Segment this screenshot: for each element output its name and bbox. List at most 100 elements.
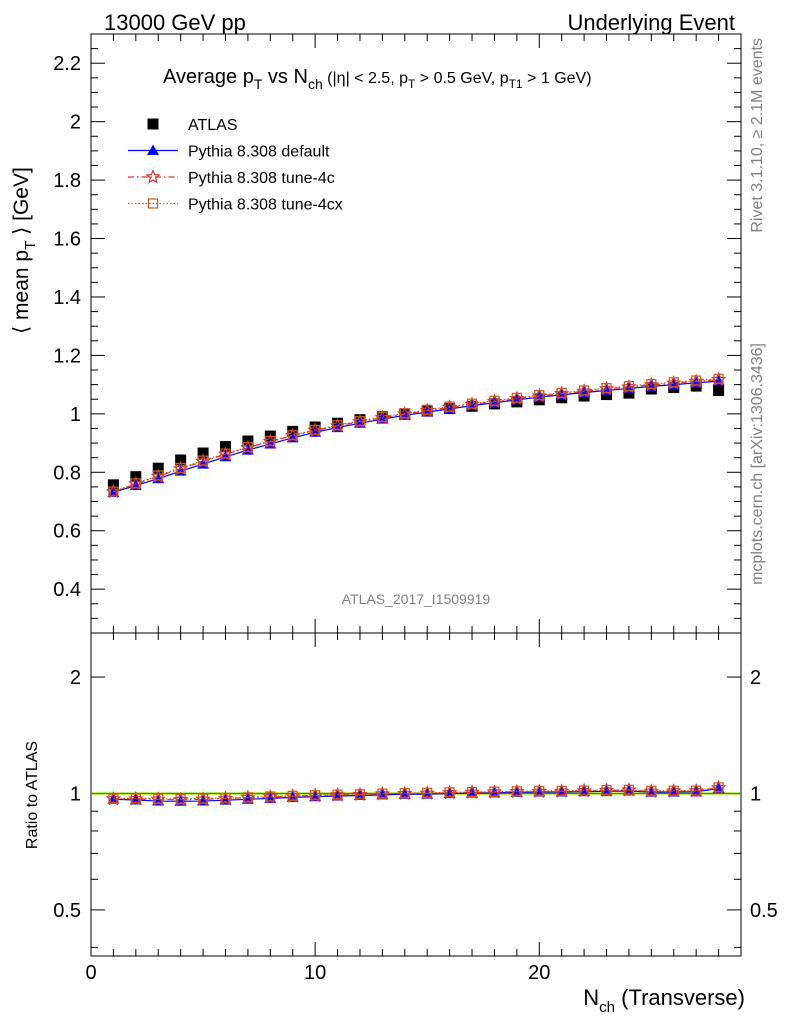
ratio-point-pythia-8-308-tune-4cx	[265, 791, 276, 802]
data-point-atlas	[713, 384, 725, 396]
y-tick-label: 0.6	[53, 521, 81, 543]
y-tick-label: 1.6	[53, 229, 81, 251]
ratio-point-pythia-8-308-tune-4cx	[646, 785, 657, 796]
ratio-point-pythia-8-308-tune-4cx	[556, 785, 567, 796]
data-point-atlas	[175, 454, 187, 466]
data-point-pythia-8-308-tune-4cx	[153, 470, 164, 481]
ratio-point-pythia-8-308-tune-4cx	[489, 786, 500, 797]
legend: ATLAS Pythia 8.308 default Pythia 8.308 tu…	[128, 117, 343, 214]
x-axis-label: Nch (Transverse)	[583, 985, 745, 1016]
legend-item-pythia-8-308-tune-4c: Pythia 8.308 tune-4c	[128, 168, 335, 187]
ratio-y-tick-label: 0.5	[53, 900, 81, 922]
ratio-point-pythia-8-308-tune-4cx	[511, 786, 522, 797]
legend-item-pythia-8-308-default: Pythia 8.308 default	[128, 144, 330, 161]
data-point-pythia-8-308-tune-4cx	[691, 375, 702, 386]
main-plot-title: Average pT vs Nch (|η| < 2.5, pT > 0.5 G…	[163, 66, 592, 92]
series-atlas	[107, 380, 725, 491]
header-left-label: 13000 GeV pp	[104, 10, 246, 35]
y-tick-label: 1.8	[53, 170, 81, 192]
data-point-atlas	[152, 462, 164, 474]
data-point-pythia-8-308-tune-4cx	[332, 420, 343, 431]
legend-label: ATLAS	[188, 117, 238, 134]
ratio-point-pythia-8-308-tune-4cx	[713, 782, 724, 793]
y-tick-label: 1.4	[53, 287, 81, 309]
ratio-y-tick-label: 2	[70, 667, 81, 689]
ratio-plot-frame	[90, 632, 742, 957]
data-point-pythia-8-308-tune-4cx	[354, 416, 366, 427]
main-y-axis-label: ⟨ mean pT ⟩ [GeV]	[10, 167, 39, 334]
data-point-pythia-8-308-tune-4cx	[579, 385, 590, 396]
legend-item-atlas: ATLAS	[147, 117, 238, 134]
data-point-pythia-8-308-tune-4cx	[489, 395, 500, 406]
ratio-point-pythia-8-308-tune-4cx	[377, 788, 388, 799]
ratio-series-pythia-8-308-tune-4cx	[108, 782, 724, 805]
ratio-y-tick-label: 1	[70, 783, 81, 805]
legend-item-pythia-8-308-tune-4cx: Pythia 8.308 tune-4cx	[128, 197, 343, 214]
x-tick-label: 10	[304, 962, 326, 984]
ratio-y-tick-label-right: 0.5	[750, 900, 778, 922]
data-point-pythia-8-308-tune-4cx	[130, 478, 141, 489]
data-point-pythia-8-308-tune-4cx	[220, 448, 231, 459]
ratio-point-pythia-8-308-tune-4cx	[466, 786, 478, 798]
ratio-point-pythia-8-308-tune-4cx	[444, 787, 455, 798]
ratio-point-pythia-8-308-tune-4cx	[579, 785, 590, 796]
y-tick-label: 2.2	[53, 53, 81, 75]
data-point-pythia-8-308-tune-4cx	[713, 373, 724, 384]
ratio-point-pythia-8-308-tune-4cx	[534, 785, 545, 797]
y-tick-label: 1.2	[53, 345, 81, 367]
ratio-point-pythia-8-308-tune-4cx	[399, 788, 410, 799]
ratio-point-pythia-8-308-tune-4cx	[197, 793, 209, 804]
data-point-atlas	[623, 387, 635, 399]
y-tick-label: 1	[70, 404, 81, 426]
analysis-label: ATLAS_2017_I1509919	[342, 591, 491, 607]
ratio-panel: 0 10 20 0.5 0.5 1 1 2 2	[53, 632, 778, 984]
legend-marker	[147, 144, 159, 155]
rivet-version-text: Rivet 3.1.10, ≥ 2.1M events	[749, 38, 766, 233]
data-point-pythia-8-308-tune-4cx	[466, 398, 478, 409]
series-line-pythia-8-308-default	[113, 380, 719, 494]
ratio-point-pythia-8-308-tune-4cx	[130, 793, 141, 804]
y-tick-label: 2	[70, 112, 81, 134]
data-point-pythia-8-308-tune-4cx	[534, 390, 545, 401]
legend-marker	[147, 198, 159, 209]
ratio-y-axis-label: Ratio to ATLAS	[24, 741, 41, 849]
data-point-pythia-8-308-tune-4cx	[175, 462, 186, 474]
data-point-pythia-8-308-tune-4cx	[646, 378, 657, 390]
data-point-pythia-8-308-tune-4cx	[444, 401, 455, 412]
ratio-point-pythia-8-308-tune-4cx	[354, 789, 366, 800]
y-tick-label: 0.8	[53, 462, 81, 484]
y-tick-label: 0.4	[53, 579, 81, 601]
data-point-pythia-8-308-tune-4cx	[242, 442, 253, 453]
main-panel: 0.4 0.6 0.8 1 1.2 1.4 1.6 1.8 2 2.2	[53, 33, 742, 634]
legend-label: Pythia 8.308 default	[188, 144, 330, 161]
data-point-pythia-8-308-tune-4cx	[601, 383, 612, 394]
ratio-point-pythia-8-308-tune-4cx	[310, 790, 321, 801]
data-point-pythia-8-308-tune-4cx	[511, 392, 522, 403]
data-point-pythia-8-308-tune-4cx	[197, 455, 209, 466]
header-right-label: Underlying Event	[567, 10, 735, 35]
x-tick-label: 20	[528, 962, 550, 984]
series-line-pythia-8-308-tune-4c	[113, 379, 719, 493]
title-average-p: Average p	[163, 66, 254, 88]
svg-text:⟨ mean pT ⟩ [GeV]: ⟨ mean pT ⟩ [GeV]	[10, 167, 39, 334]
data-point-atlas	[197, 447, 209, 459]
legend-label: Pythia 8.308 tune-4cx	[188, 197, 343, 214]
ratio-point-pythia-8-308-tune-4cx	[601, 784, 612, 796]
legend-marker	[145, 168, 161, 184]
ratio-point-pythia-8-308-tune-4cx	[242, 792, 253, 803]
ratio-point-pythia-8-308-tune-4cx	[153, 793, 164, 804]
ratio-point-pythia-8-308-tune-4cx	[287, 790, 298, 801]
ratio-point-pythia-8-308-tune-4cx	[220, 792, 231, 804]
ratio-point-pythia-8-308-tune-4cx	[422, 787, 433, 798]
data-point-pythia-8-308-tune-4cx	[556, 387, 567, 398]
data-point-pythia-8-308-tune-4cx	[422, 404, 433, 415]
ratio-point-pythia-8-308-tune-4cx	[668, 785, 679, 796]
ratio-y-tick-label-right: 1	[750, 783, 761, 805]
data-point-pythia-8-308-tune-4cx	[623, 380, 635, 392]
ratio-point-pythia-8-308-tune-4cx	[332, 789, 343, 800]
ratio-point-pythia-8-308-tune-4cx	[691, 785, 702, 796]
ratio-line-pythia-8-308-default	[113, 787, 719, 802]
data-point-pythia-8-308-tune-4cx	[310, 424, 321, 436]
